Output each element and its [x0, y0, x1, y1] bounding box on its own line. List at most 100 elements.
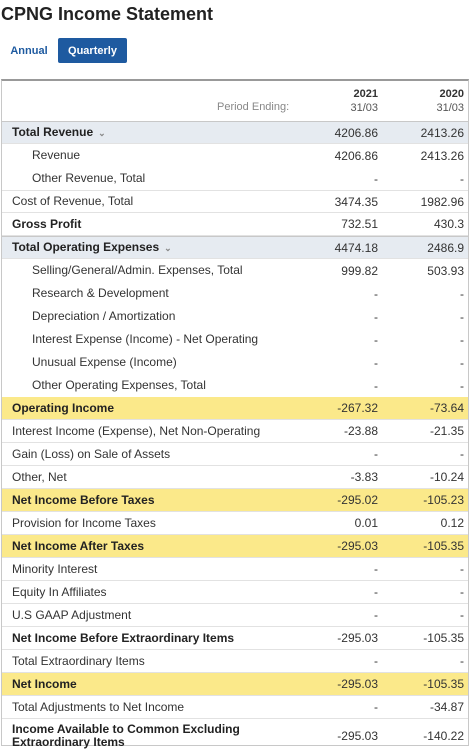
row-value-2021: -	[374, 286, 378, 301]
row-value-2021: -3.83	[350, 470, 378, 484]
row-value-2021: -	[374, 171, 378, 186]
row-label-total-revenue: Total Revenue ⌄	[12, 124, 282, 140]
row-value-2020: -	[460, 332, 464, 347]
row-label: Provision for Income Taxes	[12, 515, 156, 530]
period-tabs: Annual Quarterly	[0, 38, 470, 68]
row-depreciation-amortization: Depreciation / Amortization - -	[2, 305, 468, 328]
row-value-2021: -295.03	[337, 631, 378, 645]
column-date-2020: 31/03	[436, 102, 464, 114]
row-label: Unusual Expense (Income)	[32, 355, 177, 369]
row-label: Total Operating Expenses	[12, 239, 160, 254]
row-label: Net Income Before Taxes	[12, 492, 155, 507]
row-value-2020: -105.35	[423, 677, 464, 691]
row-label: Other Revenue, Total	[32, 171, 146, 185]
row-label: Income Available to Common Excluding Ext…	[12, 722, 240, 749]
row-label: Net Income After Taxes	[12, 538, 145, 553]
row-label: U.S GAAP Adjustment	[12, 607, 132, 622]
table-body: Total Revenue ⌄ 4206.86 2413.26 Revenue 4…	[2, 121, 468, 753]
row-value-2020: -	[460, 447, 464, 461]
row-value-2020: 0.12	[440, 516, 464, 530]
row-value-2020: -	[460, 355, 464, 370]
row-value-2021: 4206.86	[334, 148, 378, 163]
row-label: Revenue	[32, 148, 81, 162]
row-value-2021: 732.51	[341, 217, 378, 231]
row-total-revenue[interactable]: Total Revenue ⌄ 4206.86 2413.26	[2, 121, 468, 144]
row-us-gaap-adjustment: U.S GAAP Adjustment - -	[2, 604, 468, 627]
row-net-income-before-taxes: Net Income Before Taxes -295.02 -105.23	[2, 489, 468, 512]
row-gain-loss-sale-assets: Gain (Loss) on Sale of Assets - -	[2, 443, 468, 466]
row-value-2021: -295.03	[337, 539, 378, 553]
row-net-income-after-taxes: Net Income After Taxes -295.03 -105.35	[2, 535, 468, 558]
column-date-2021: 31/03	[350, 102, 378, 114]
row-value-2020: 2413.26	[420, 148, 464, 163]
row-revenue: Revenue 4206.86 2413.26	[2, 144, 468, 167]
row-sga-expenses: Selling/General/Admin. Expenses, Total 9…	[2, 259, 468, 282]
row-value-2020: -	[460, 562, 464, 576]
row-label: Total Extraordinary Items	[12, 653, 145, 668]
chevron-down-icon[interactable]: ⌄	[98, 127, 106, 138]
page-title: CPNG Income Statement	[1, 4, 214, 24]
row-value-2021: -	[374, 654, 378, 668]
row-value-2021: 0.01	[354, 516, 378, 530]
row-research-development: Research & Development - -	[2, 282, 468, 305]
row-value-2020: -105.35	[423, 539, 464, 553]
row-value-2020: -	[460, 286, 464, 301]
row-value-2021: -	[374, 309, 378, 324]
row-label: Total Adjustments to Net Income	[12, 699, 185, 714]
row-label: Operating Income	[12, 400, 115, 415]
row-value-2021: -	[374, 562, 378, 576]
row-other-revenue: Other Revenue, Total - -	[2, 167, 468, 190]
row-value-2021: -	[374, 700, 378, 714]
row-gross-profit: Gross Profit 732.51 430.3	[2, 213, 468, 236]
row-label: Cost of Revenue, Total	[12, 194, 134, 208]
row-total-extraordinary-items: Total Extraordinary Items - -	[2, 650, 468, 673]
row-equity-in-affiliates: Equity In Affiliates - -	[2, 581, 468, 604]
row-value-2021: -	[374, 378, 378, 393]
row-value-2020: -73.64	[429, 401, 464, 415]
row-value-2020: -	[460, 585, 464, 599]
row-value-2021: 3474.35	[334, 194, 378, 209]
row-value-2020: -	[460, 309, 464, 324]
row-value-2020: -	[460, 378, 464, 393]
row-label: Depreciation / Amortization	[32, 309, 176, 323]
row-net-income: Net Income -295.03 -105.35	[2, 673, 468, 696]
row-total-operating-expenses[interactable]: Total Operating Expenses ⌄ 4474.18 2486.9	[2, 236, 468, 259]
row-value-2021: -295.02	[337, 493, 378, 507]
row-value-2021: 4474.18	[334, 240, 378, 255]
row-label: Interest Expense (Income) - Net Operatin…	[32, 332, 259, 346]
tab-quarterly[interactable]: Quarterly	[58, 38, 127, 63]
row-income-available-to-common: Income Available to Common Excluding Ext…	[2, 719, 468, 753]
row-label-total-operating-expenses: Total Operating Expenses ⌄	[12, 239, 282, 255]
tab-annual[interactable]: Annual	[1, 38, 57, 63]
row-value-2020: 430.3	[433, 217, 464, 231]
row-operating-income: Operating Income -267.32 -73.64	[2, 397, 468, 420]
chevron-down-icon[interactable]: ⌄	[164, 242, 172, 253]
row-value-2021: -	[374, 355, 378, 370]
row-value-2020: -105.23	[423, 493, 464, 507]
row-value-2020: -105.35	[423, 631, 464, 645]
row-label: Other Operating Expenses, Total	[32, 378, 206, 392]
row-label: Gain (Loss) on Sale of Assets	[12, 446, 171, 461]
income-statement-table: Period Ending: 2021 31/03 2020 31/03 Tot…	[1, 79, 469, 749]
row-label: Total Revenue	[12, 124, 94, 139]
row-value-2020: -	[460, 171, 464, 186]
row-value-2021: 4206.86	[334, 125, 378, 140]
row-value-2020: -34.87	[429, 700, 464, 714]
row-interest-expense-operating: Interest Expense (Income) - Net Operatin…	[2, 328, 468, 351]
row-other-operating-expenses: Other Operating Expenses, Total - -	[2, 374, 468, 397]
row-value-2020: -	[460, 608, 464, 622]
row-label: Research & Development	[32, 286, 169, 300]
row-value-2020: 1982.96	[420, 194, 464, 209]
row-value-2020: -	[460, 654, 464, 668]
row-label: Equity In Affiliates	[12, 584, 107, 599]
row-label: Interest Income (Expense), Net Non-Opera…	[12, 423, 261, 438]
row-value-2020: 2486.9	[427, 240, 464, 255]
row-value-2021: -295.03	[337, 729, 378, 743]
row-label: Selling/General/Admin. Expenses, Total	[32, 263, 243, 277]
row-other-net: Other, Net -3.83 -10.24	[2, 466, 468, 489]
row-label: Gross Profit	[12, 216, 82, 231]
column-year-2021: 2021	[353, 88, 378, 100]
row-label: Minority Interest	[12, 561, 98, 576]
period-ending-label: Period Ending:	[217, 101, 290, 113]
row-label: Net Income	[12, 676, 77, 691]
